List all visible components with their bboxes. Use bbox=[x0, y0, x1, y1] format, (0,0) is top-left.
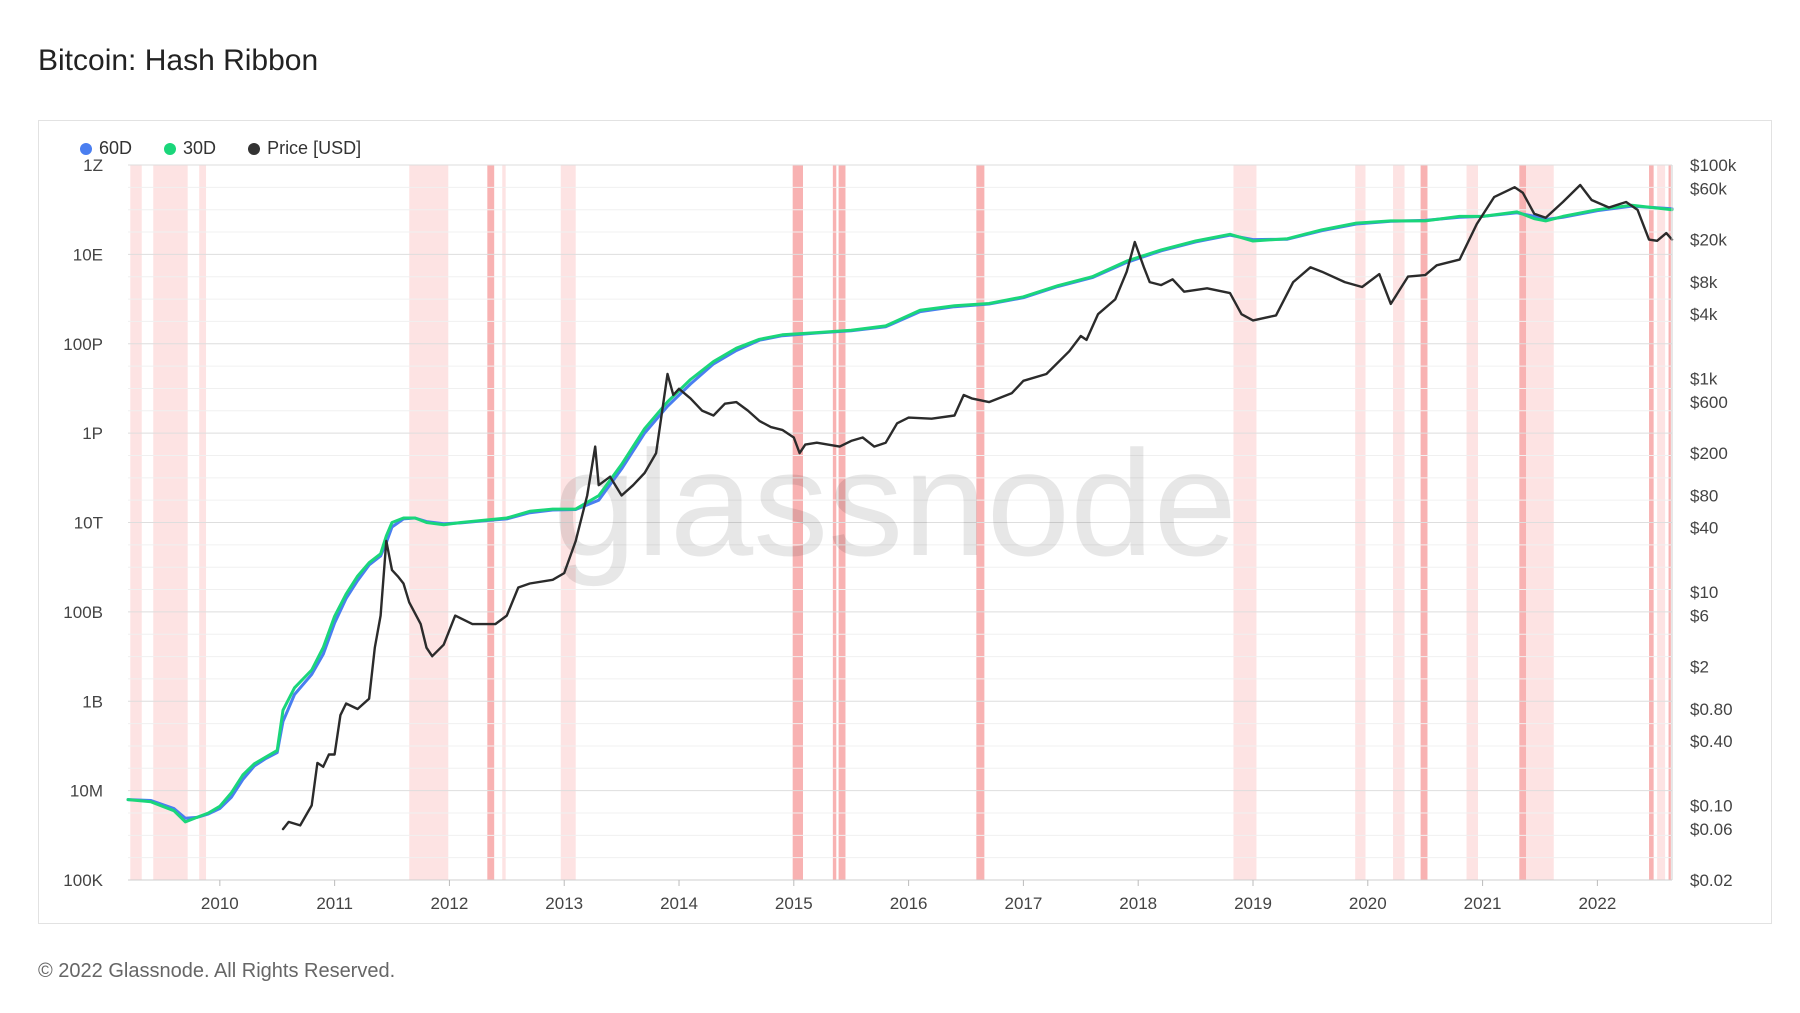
right-tick-label-0: $100k bbox=[1690, 156, 1737, 175]
legend-dot-30d bbox=[164, 142, 177, 155]
left-tick-label-4: 10T bbox=[74, 514, 103, 533]
right-tick-label-17: $0.02 bbox=[1690, 871, 1733, 890]
right-tick-label-4: $4k bbox=[1690, 305, 1718, 324]
series-line-price-usd bbox=[281, 183, 1674, 831]
copyright-footer: © 2022 Glassnode. All Rights Reserved. bbox=[38, 960, 396, 982]
x-tick-label-3: 2013 bbox=[545, 894, 583, 913]
legend-label-30d: 30D bbox=[183, 138, 217, 158]
x-tick-label-12: 2022 bbox=[1578, 894, 1616, 913]
right-tick-label-8: $80 bbox=[1690, 487, 1718, 506]
left-tick-label-6: 1B bbox=[82, 692, 103, 711]
right-tick-label-13: $0.80 bbox=[1690, 700, 1733, 719]
x-tick-label-9: 2019 bbox=[1234, 894, 1272, 913]
right-tick-label-16: $0.06 bbox=[1690, 820, 1733, 839]
right-axis: $100k $60k $20k $8k $4k $1k $600 $200 $80 $40 $10 $… bbox=[1671, 156, 1737, 890]
left-tick-label-1: 10E bbox=[73, 245, 103, 264]
right-tick-label-12: $2 bbox=[1690, 658, 1709, 677]
right-tick-label-11: $6 bbox=[1690, 607, 1709, 626]
x-tick-label-4: 2014 bbox=[660, 894, 698, 913]
right-tick-label-2: $20k bbox=[1690, 231, 1727, 250]
glassnode-watermark: glassnode bbox=[553, 419, 1237, 587]
x-tick-label-7: 2017 bbox=[1004, 894, 1042, 913]
x-tick-label-5: 2015 bbox=[775, 894, 813, 913]
series-line-30d bbox=[126, 203, 1674, 824]
x-tick-label-0: 2010 bbox=[201, 894, 239, 913]
left-tick-label-3: 1P bbox=[82, 424, 103, 443]
legend-label-price: Price [USD] bbox=[267, 138, 362, 158]
right-tick-label-9: $40 bbox=[1690, 519, 1718, 538]
left-tick-label-5: 100B bbox=[63, 603, 103, 622]
right-tick-label-5: $1k bbox=[1690, 369, 1718, 388]
legend-item-30d[interactable]: 30D bbox=[164, 138, 216, 159]
legend-item-60d[interactable]: 60D bbox=[80, 138, 132, 159]
right-tick-label-15: $0.10 bbox=[1690, 796, 1733, 815]
chart-title: Bitcoin: Hash Ribbon bbox=[38, 44, 319, 77]
x-tick-label-11: 2021 bbox=[1464, 894, 1502, 913]
chart-legend: 60D 30D Price [USD] bbox=[80, 138, 361, 159]
left-tick-label-2: 100P bbox=[63, 335, 103, 354]
x-tick-label-2: 2012 bbox=[431, 894, 469, 913]
left-tick-label-8: 100K bbox=[63, 871, 103, 890]
right-tick-label-3: $8k bbox=[1690, 273, 1718, 292]
legend-dot-price bbox=[248, 142, 261, 155]
x-tick-label-10: 2020 bbox=[1349, 894, 1387, 913]
right-tick-label-6: $600 bbox=[1690, 393, 1728, 412]
x-tick-label-6: 2016 bbox=[890, 894, 928, 913]
left-tick-label-0: 1Z bbox=[83, 156, 103, 175]
x-axis: 2010 2011 2012 2013 2014 2015 2016 2017 2018 2019… bbox=[128, 879, 1672, 913]
x-tick-label-1: 2011 bbox=[316, 894, 353, 913]
legend-dot-60d bbox=[80, 142, 92, 155]
right-tick-label-1: $60k bbox=[1690, 180, 1727, 199]
left-axis: 1Z 10E 100P 1P 10T 100B 1B 10M 100K bbox=[63, 156, 103, 890]
x-tick-label-8: 2018 bbox=[1119, 894, 1157, 913]
grid-lines bbox=[128, 164, 1672, 881]
right-tick-label-10: $10 bbox=[1690, 583, 1718, 602]
right-tick-label-7: $200 bbox=[1690, 444, 1728, 463]
left-tick-label-7: 10M bbox=[70, 782, 103, 801]
series-lines bbox=[126, 183, 1674, 831]
legend-item-price[interactable]: Price [USD] bbox=[248, 138, 361, 159]
legend-label-60d: 60D bbox=[99, 138, 133, 158]
right-tick-label-14: $0.40 bbox=[1690, 732, 1733, 751]
